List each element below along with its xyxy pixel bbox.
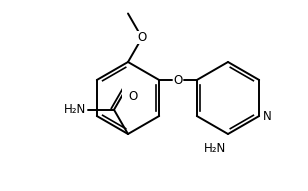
Text: H₂N: H₂N [204,142,226,155]
Text: N: N [263,109,272,122]
Text: H₂N: H₂N [64,103,86,116]
Text: O: O [137,31,147,44]
Text: O: O [173,74,183,87]
Text: O: O [128,90,137,103]
